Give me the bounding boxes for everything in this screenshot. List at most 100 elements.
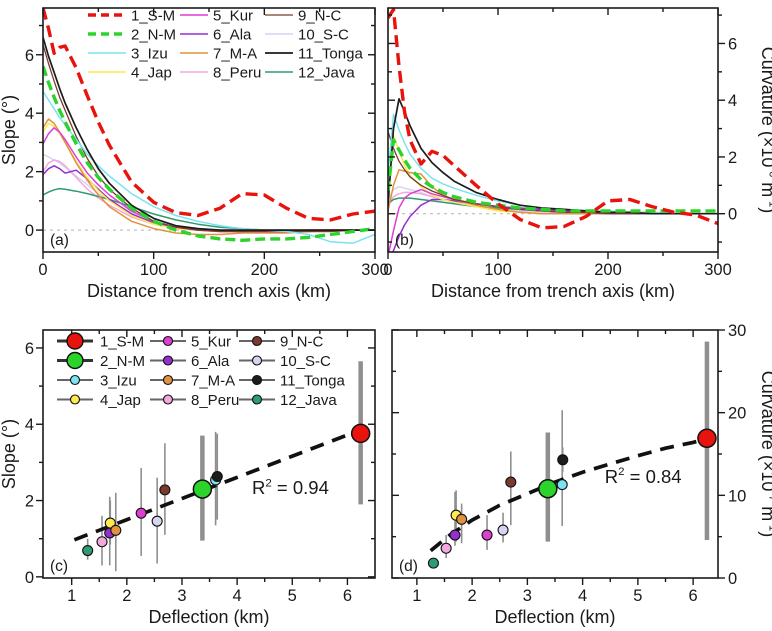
legend-label-10_S-C: 10_S-C: [280, 353, 331, 370]
x-tick-label: 5: [288, 587, 297, 605]
legend-label-11_Tonga: 11_Tonga: [280, 373, 345, 390]
series-5_Kur: [43, 127, 375, 233]
x-tick-label: 6: [689, 587, 698, 605]
panel-b-chart: 0 100 200 300 0 2 4 6 Distance from trench axis …: [383, 7, 772, 301]
legend-marker-7_M-A: [162, 374, 174, 386]
r-squared-label: R2 = 0.84: [605, 466, 682, 487]
point-12_Java: [82, 544, 94, 557]
x-tick-label: 200: [594, 261, 622, 279]
a-y-axis-title: Slope (°): [0, 95, 19, 165]
point-1_S-M: [697, 428, 717, 449]
y-tick-label: 6: [728, 35, 737, 53]
c-x-axis-title: Deflection (km): [148, 607, 269, 627]
legend-marker-11_Tonga: [251, 374, 263, 386]
x-tick-label: 3: [523, 587, 532, 605]
series-3_Izu: [43, 90, 375, 244]
y-tick-label: 20: [728, 405, 746, 423]
x-tick-label: 0: [38, 261, 47, 279]
r-squared-label: R2 = 0.94: [252, 477, 329, 498]
y-tick-label: 4: [25, 416, 34, 434]
b-x-axis-title: Distance from trench axis (km): [431, 281, 675, 301]
point-7_M-A: [456, 513, 468, 525]
x-tick-label: 3: [177, 587, 186, 605]
legend-label-1_S-M: 1_S-M: [100, 334, 144, 351]
legend-label-1_S-M: 1_S-M: [131, 8, 175, 25]
d-x-axis-title: Deflection (km): [494, 607, 615, 627]
series-1_S-M: [43, 8, 375, 222]
b-y-axis-title: Curvature (×10-6 m-1): [758, 47, 772, 213]
y-tick-label: 0: [25, 569, 34, 587]
x-tick-label: 4: [578, 587, 587, 605]
legend-label-11_Tonga: 11_Tonga: [298, 46, 363, 63]
legend-label-9_N-C: 9_N-C: [298, 8, 342, 25]
point-5_Kur: [481, 529, 493, 541]
legend-marker-10_S-C: [251, 355, 263, 366]
x-tick-label: 300: [704, 261, 732, 279]
legend-label-12_Java: 12_Java: [280, 392, 337, 409]
series-3_Izu: [388, 113, 718, 215]
legend-lines: 1_S-M 2_N-M 3_Izu 4_Jap 5_Kur 6_Ala 7_M-A 8_Per…: [88, 8, 363, 82]
point-5_Kur: [135, 507, 147, 519]
legend-label-4_Jap: 4_Jap: [100, 392, 141, 409]
x-tick-label: 5: [633, 587, 642, 605]
y-tick-label: 2: [25, 493, 34, 511]
panel-label-d: (d): [399, 558, 418, 575]
point-1_S-M: [350, 423, 371, 444]
panel-d-chart: R2 = 0.84 1 2 3 4 5 6 0 10 20 30 Deflection (km) Cur…: [391, 322, 772, 627]
legend-label-12_Java: 12_Java: [298, 65, 355, 82]
axis-ticks: [387, 8, 725, 259]
point-8_Peru: [440, 542, 452, 554]
legend-marker-8_Peru: [162, 394, 174, 405]
point-11_Tonga: [557, 454, 569, 466]
x-tick-label: 200: [251, 261, 279, 279]
trend-line: [73, 424, 372, 542]
series-11_Tonga: [388, 97, 718, 215]
series-1_S-M: [388, 8, 718, 230]
axis-ticks: [36, 330, 375, 585]
trend-line: [429, 434, 716, 553]
point-2_N-M: [192, 479, 213, 499]
panel-border: [391, 329, 719, 579]
point-11_Tonga: [211, 470, 223, 483]
legend-label-8_Peru: 8_Peru: [191, 392, 239, 409]
legend-marker-2_N-M: [66, 351, 84, 370]
legend-label-6_Ala: 6_Ala: [191, 353, 230, 370]
x-tick-label: 2: [468, 587, 477, 605]
y-tick-label: 2: [728, 149, 737, 167]
x-tick-label: 1: [412, 587, 421, 605]
legend-label-3_Izu: 3_Izu: [131, 46, 168, 63]
axis-ticks: [392, 329, 725, 585]
panel-border: [387, 7, 719, 253]
y-tick-label: 4: [25, 105, 34, 123]
series-4_Jap: [43, 122, 375, 233]
axis-ticks: [36, 8, 376, 259]
point-7_M-A: [110, 524, 122, 536]
x-tick-label: 1: [67, 587, 76, 605]
point-9_N-C: [159, 484, 171, 496]
legend-label-5_Kur: 5_Kur: [213, 8, 253, 25]
point-10_S-C: [497, 524, 509, 536]
legend-label-3_Izu: 3_Izu: [100, 373, 137, 390]
legend-label-2_N-M: 2_N-M: [100, 353, 145, 370]
panel-label-c: (c): [50, 558, 68, 575]
legend-markers: 1_S-M 2_N-M 3_Izu 4_Jap 5_Kur 6_Ala 7_M-A 8_Per…: [57, 332, 345, 409]
x-tick-label: 4: [233, 587, 242, 605]
panel-label-a: (a): [50, 232, 69, 249]
series-6_Ala: [43, 165, 375, 233]
point-8_Peru: [96, 536, 108, 548]
legend-label-7_M-A: 7_M-A: [191, 373, 235, 390]
y-tick-label: 6: [25, 340, 34, 358]
legend-marker-6_Ala: [162, 355, 174, 366]
x-tick-label: 300: [361, 261, 389, 279]
point-4_Jap: [104, 517, 116, 529]
d-y-axis-title: Curvature (×10-7 m-1): [758, 371, 772, 537]
legend-label-5_Kur: 5_Kur: [191, 334, 231, 351]
legend-marker-1_S-M: [66, 332, 84, 350]
x-tick-label: 0: [383, 261, 392, 279]
c-y-axis-title: Slope (°): [0, 419, 19, 489]
legend-label-8_Peru: 8_Peru: [213, 65, 261, 82]
legend-marker-9_N-C: [251, 335, 263, 347]
